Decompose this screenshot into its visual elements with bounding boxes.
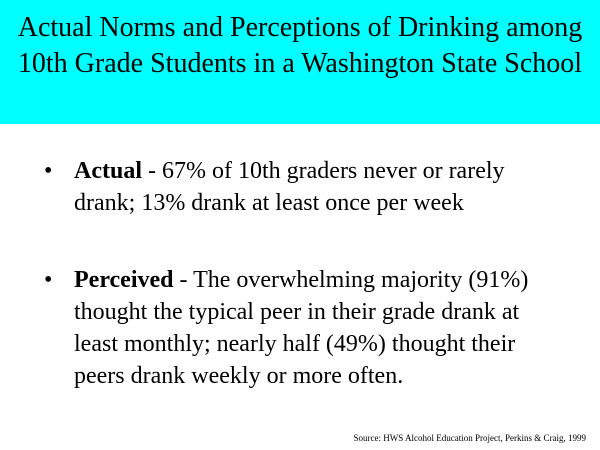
- bullet-marker: •: [44, 267, 53, 293]
- bullet-body-perceived: - The overwhelming majority (91%) though…: [74, 267, 529, 389]
- slide-title: Actual Norms and Perceptions of Drinking…: [17, 12, 583, 79]
- bullet-item-perceived: • Perceived - The overwhelming majority …: [44, 264, 564, 392]
- bullet-text-perceived: Perceived - The overwhelming majority (9…: [74, 264, 564, 392]
- bullet-text-actual: Actual - 67% of 10th graders never or ra…: [74, 155, 564, 219]
- title-band: Actual Norms and Perceptions of Drinking…: [0, 0, 600, 124]
- bullet-item-actual: • Actual - 67% of 10th graders never or …: [44, 155, 564, 219]
- source-citation: Source: HWS Alcohol Education Project, P…: [353, 433, 586, 443]
- bullet-term-actual: Actual: [74, 158, 142, 184]
- bullet-body-actual: - 67% of 10th graders never or rarely dr…: [74, 158, 505, 216]
- bullet-marker: •: [44, 158, 53, 184]
- bullet-term-perceived: Perceived: [74, 267, 174, 293]
